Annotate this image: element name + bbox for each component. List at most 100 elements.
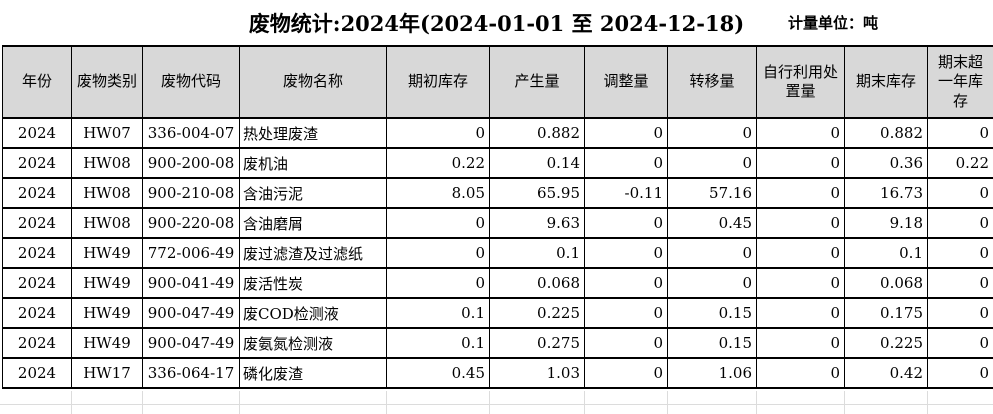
cell: 热处理废渣 — [239, 117, 387, 149]
cell: 0.225 — [489, 297, 585, 329]
cell: 2024 — [2, 207, 72, 239]
cell: 900-047-49 — [142, 327, 240, 359]
cell: HW07 — [71, 117, 143, 149]
cell: 2024 — [2, 267, 72, 299]
cell: 2024 — [2, 147, 72, 179]
table-row: 2024 HW49 900-047-49 废氨氮检测液 0.1 0.275 0 0.15 0 0.… — [2, 327, 993, 359]
cell: 900-041-49 — [142, 267, 240, 299]
cell: HW08 — [71, 207, 143, 239]
table-row: 2024 HW08 900-220-08 含油磨屑 0 9.63 0 0.45 0 9.18 0 — [2, 207, 993, 239]
gridline-vertical — [489, 391, 490, 414]
cell: 2024 — [2, 177, 72, 209]
cell: 900-220-08 — [142, 207, 240, 239]
cell: HW49 — [71, 327, 143, 359]
cell: 含油污泥 — [239, 177, 387, 209]
cell: HW49 — [71, 237, 143, 269]
cell: 9.18 — [844, 207, 928, 239]
cell: 0 — [667, 117, 757, 149]
cell: 0 — [756, 207, 845, 239]
cell: 0 — [927, 237, 993, 269]
cell: 0 — [927, 297, 993, 329]
cell: 0 — [386, 117, 490, 149]
cell: 0.15 — [667, 327, 757, 359]
column-header: 调整量 — [584, 45, 668, 119]
column-header: 废物代码 — [142, 45, 240, 119]
cell: 900-047-49 — [142, 297, 240, 329]
cell: -0.11 — [584, 177, 668, 209]
cell: 含油磨屑 — [239, 207, 387, 239]
cell: 0 — [927, 207, 993, 239]
cell: 0.14 — [489, 147, 585, 179]
cell: 磷化废渣 — [239, 357, 387, 389]
cell: 0 — [756, 357, 845, 389]
cell: 0 — [584, 267, 668, 299]
cell: 57.16 — [667, 177, 757, 209]
cell: 8.05 — [386, 177, 490, 209]
cell: 2024 — [2, 357, 72, 389]
cell: 0 — [386, 267, 490, 299]
cell: 0.882 — [489, 117, 585, 149]
column-header: 期末超一年库存 — [927, 45, 993, 119]
column-header: 废物名称 — [239, 45, 387, 119]
table-row: 2024 HW08 900-200-08 废机油 0.22 0.14 0 0 0 0.36 0.22 — [2, 147, 993, 179]
cell: 0 — [756, 327, 845, 359]
table-row: 2024 HW49 900-047-49 废COD检测液 0.1 0.225 0 0.15 0 0… — [2, 297, 993, 329]
cell: 65.95 — [489, 177, 585, 209]
cell: 0.1 — [386, 297, 490, 329]
cell: 0.225 — [844, 327, 928, 359]
cell: 0 — [756, 177, 845, 209]
cell: 0.22 — [927, 147, 993, 179]
column-header: 废物类别 — [71, 45, 143, 119]
cell: HW49 — [71, 267, 143, 299]
cell: 废COD检测液 — [239, 297, 387, 329]
cell: 废氨氮检测液 — [239, 327, 387, 359]
cell: 0 — [584, 237, 668, 269]
cell: 0.882 — [844, 117, 928, 149]
cell: 0.36 — [844, 147, 928, 179]
cell: 0 — [584, 147, 668, 179]
table-row: 2024 HW49 772-006-49 废过滤渣及过滤纸 0 0.1 0 0 0 0.1 0 — [2, 237, 993, 269]
cell: 0 — [756, 297, 845, 329]
table-row: 2024 HW49 900-041-49 废活性炭 0 0.068 0 0 0 0.068 0 — [2, 267, 993, 299]
cell: HW08 — [71, 147, 143, 179]
gridline-vertical — [386, 391, 387, 414]
table-row: 2024 HW17 336-064-17 磷化废渣 0.45 1.03 0 1.06 0 0.42… — [2, 357, 993, 389]
gridline-vertical — [927, 391, 928, 414]
cell: HW17 — [71, 357, 143, 389]
cell: 1.06 — [667, 357, 757, 389]
cell: 16.73 — [844, 177, 928, 209]
cell: 0 — [386, 207, 490, 239]
gridline-vertical — [584, 391, 585, 414]
cell: 0 — [756, 117, 845, 149]
cell: 0 — [584, 297, 668, 329]
cell: 0 — [584, 357, 668, 389]
cell: 2024 — [2, 237, 72, 269]
cell: 0 — [584, 117, 668, 149]
cell: 0.1 — [844, 237, 928, 269]
cell: 2024 — [2, 297, 72, 329]
cell: 0 — [667, 147, 757, 179]
header-row: 年份 废物类别 废物代码 废物名称 期初库存 产生量 调整量 转移量 自行利用处置量 期末库存 期末… — [2, 45, 993, 119]
cell: 2024 — [2, 117, 72, 149]
cell: 0 — [756, 147, 845, 179]
cell: HW08 — [71, 177, 143, 209]
gridline-vertical — [667, 391, 668, 414]
gridline-vertical — [844, 391, 845, 414]
cell: 0.15 — [667, 297, 757, 329]
page-title: 废物统计:2024年(2024-01-01 至 2024-12-18) — [248, 10, 745, 36]
cell: 0.42 — [844, 357, 928, 389]
cell: 0.22 — [386, 147, 490, 179]
cell: 0 — [667, 267, 757, 299]
cell: 0.068 — [489, 267, 585, 299]
cell: 1.03 — [489, 357, 585, 389]
cell: 9.63 — [489, 207, 585, 239]
table-header: 年份 废物类别 废物代码 废物名称 期初库存 产生量 调整量 转移量 自行利用处置量 期末库存 期末… — [2, 45, 993, 119]
cell: 0.45 — [386, 357, 490, 389]
gridline-vertical — [239, 391, 240, 414]
cell: 336-064-17 — [142, 357, 240, 389]
cell: 0.45 — [667, 207, 757, 239]
gridline-vertical — [71, 391, 72, 414]
cell: 336-004-07 — [142, 117, 240, 149]
unit-label: 计量单位：吨 — [788, 14, 879, 32]
